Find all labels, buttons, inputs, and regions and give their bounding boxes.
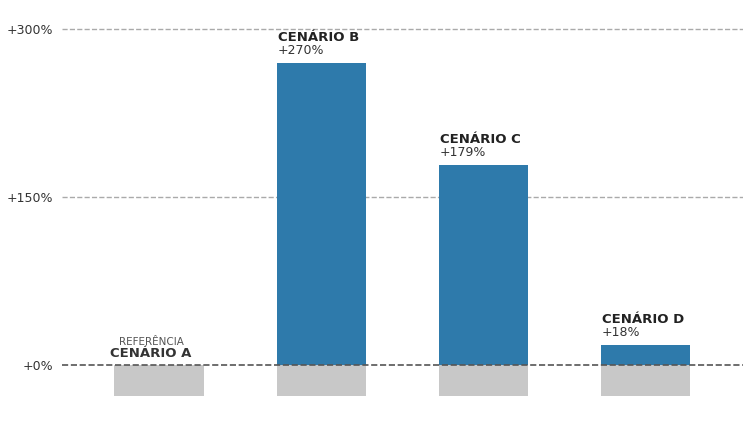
Bar (277, 63, 366, 365)
Text: CENÁRIO C: CENÁRIO C (440, 133, 520, 146)
Bar (439, 365, 528, 396)
Text: +18%: +18% (602, 326, 640, 339)
Text: CENÁRIO D: CENÁRIO D (602, 313, 684, 326)
Text: +270%: +270% (278, 44, 324, 57)
Text: CENÁRIO A: CENÁRIO A (110, 347, 192, 360)
Bar (439, 165, 528, 365)
Bar (601, 345, 690, 365)
Text: +179%: +179% (440, 146, 486, 159)
Text: CENÁRIO B: CENÁRIO B (278, 31, 358, 44)
Bar (115, 365, 204, 396)
Bar (277, 365, 366, 396)
Text: REFERÊNCIA: REFERÊNCIA (118, 337, 184, 347)
Bar (601, 365, 690, 396)
